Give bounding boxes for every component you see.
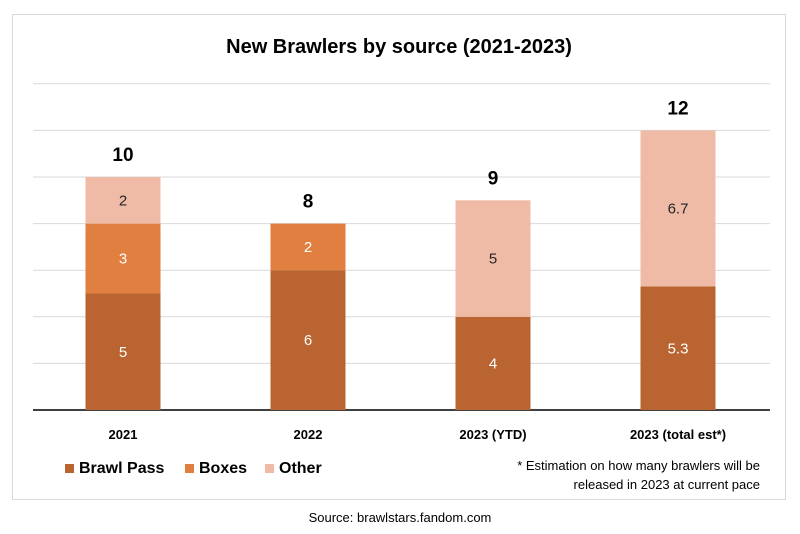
bar-segment-other	[640, 130, 716, 287]
data-label: 2	[119, 192, 127, 209]
legend-label: Other	[279, 460, 322, 477]
data-label: 6	[304, 332, 312, 349]
legend: Brawl Pass Boxes Other	[65, 460, 322, 477]
data-label: 5.3	[668, 340, 689, 357]
bars	[85, 130, 716, 410]
x-tick-label: 2021	[109, 427, 138, 442]
x-tick-label: 2022	[294, 427, 323, 442]
footnote-line-1: * Estimation on how many brawlers will b…	[517, 458, 760, 473]
source-caption: Source: brawlstars.fandom.com	[308, 510, 492, 525]
total-label: 8	[303, 192, 314, 213]
data-label: 6.7	[668, 200, 689, 217]
legend-label: Boxes	[199, 460, 247, 477]
data-labels: 5 3 2 10 6 2 8 4 5 9 5.3 6.7 12	[112, 98, 688, 372]
bar-segment-other	[85, 177, 161, 224]
bar-segment-brawl-pass	[270, 270, 346, 410]
bar-segment-boxes	[85, 223, 161, 294]
chart-title: New Brawlers by source (2021-2023)	[226, 36, 572, 58]
data-label: 5	[119, 344, 127, 361]
total-label: 10	[112, 145, 133, 166]
legend-swatch	[65, 464, 74, 473]
bar-segment-brawl-pass	[455, 316, 531, 410]
data-label: 3	[119, 251, 127, 268]
data-label: 5	[489, 251, 497, 268]
total-label: 9	[488, 168, 499, 189]
footnote-line-2: released in 2023 at current pace	[574, 477, 760, 492]
legend-swatch	[265, 464, 274, 473]
legend-label: Brawl Pass	[79, 460, 164, 477]
bar-segment-boxes	[270, 223, 346, 271]
legend-swatch	[185, 464, 194, 473]
x-tick-labels: 2021 2022 2023 (YTD) 2023 (total est*)	[109, 427, 727, 442]
bar-segment-brawl-pass	[85, 293, 161, 410]
total-label: 12	[667, 98, 688, 119]
data-label: 2	[304, 239, 312, 256]
bar-segment-other	[455, 200, 531, 317]
x-tick-label: 2023 (total est*)	[630, 427, 726, 442]
bar-segment-brawl-pass	[640, 286, 716, 410]
x-tick-label: 2023 (YTD)	[459, 427, 526, 442]
data-label: 4	[489, 355, 497, 372]
